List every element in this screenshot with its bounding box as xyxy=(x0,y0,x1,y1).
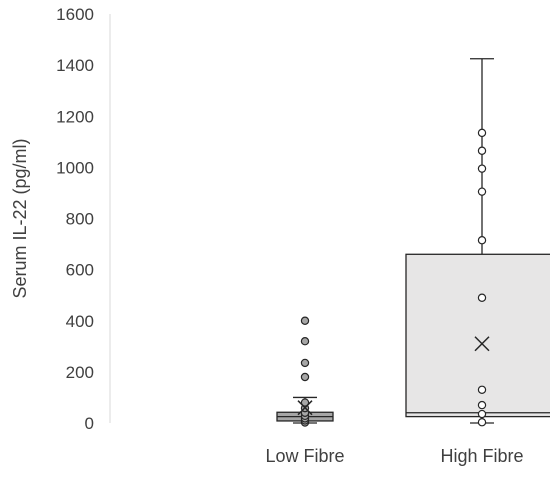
y-tick-label: 400 xyxy=(66,312,94,331)
y-tick-label: 1400 xyxy=(56,56,94,75)
mean-marker xyxy=(474,336,490,352)
data-point xyxy=(477,293,487,302)
y-tick-label: 1200 xyxy=(56,107,94,126)
data-point xyxy=(300,337,310,346)
mean-marker-stroke xyxy=(297,400,313,416)
data-point xyxy=(300,372,310,382)
data-point xyxy=(477,236,487,245)
data-point xyxy=(477,146,487,155)
y-tick-label: 0 xyxy=(85,414,94,433)
data-point xyxy=(477,128,487,138)
y-tick-label: 1600 xyxy=(56,5,94,24)
data-point xyxy=(300,358,310,368)
x-tick-label: High Fibre xyxy=(440,446,523,466)
data-point xyxy=(477,409,487,419)
data-point xyxy=(477,418,487,427)
y-tick-label: 800 xyxy=(66,210,94,229)
box-series xyxy=(276,58,550,427)
x-tick-label: Low Fibre xyxy=(265,446,344,466)
data-point xyxy=(300,316,310,325)
data-point xyxy=(477,385,487,394)
data-point xyxy=(477,187,487,196)
data-point xyxy=(477,400,487,410)
data-point xyxy=(477,164,487,173)
mean-marker xyxy=(297,400,313,416)
y-tick-label: 200 xyxy=(66,363,94,382)
y-tick-label: 1000 xyxy=(56,158,94,177)
iqr-box xyxy=(405,253,550,418)
y-tick-label: 600 xyxy=(66,261,94,280)
y-axis-title: Serum IL-22 (pg/ml) xyxy=(10,138,30,298)
box-low-fibre xyxy=(276,316,334,427)
y-axis: 0 200 400 600 800 1000 1200 1400 1600 xyxy=(56,5,111,433)
box-high-fibre xyxy=(405,58,550,427)
x-axis: Low Fibre High Fibre xyxy=(265,446,523,466)
mean-marker-stroke xyxy=(474,336,490,352)
data-point xyxy=(300,398,310,407)
